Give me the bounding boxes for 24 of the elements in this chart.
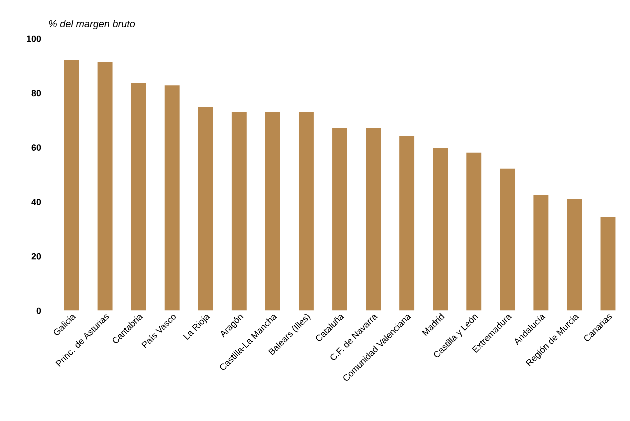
bar [130,82,148,312]
bar [532,194,550,312]
bar [499,168,516,312]
bar [466,152,482,312]
bar [365,127,382,312]
bar [600,216,617,312]
y-tick-label: 0 [36,308,42,314]
bar [63,59,80,312]
y-axis-title: % del margen bruto [49,20,136,30]
y-tick-label: 60 [32,144,42,151]
bar [398,135,416,312]
y-tick-label: 20 [32,253,42,260]
bar [432,147,449,312]
bar [231,111,248,312]
y-tick-label: 40 [32,199,42,206]
bar [264,111,282,312]
bar [566,198,583,312]
bar [298,111,315,312]
bar [198,106,214,312]
bar [332,127,348,312]
y-tick-label: 80 [32,90,42,97]
bar [97,61,114,312]
bar [164,84,181,312]
y-tick-label: 100 [27,36,42,42]
